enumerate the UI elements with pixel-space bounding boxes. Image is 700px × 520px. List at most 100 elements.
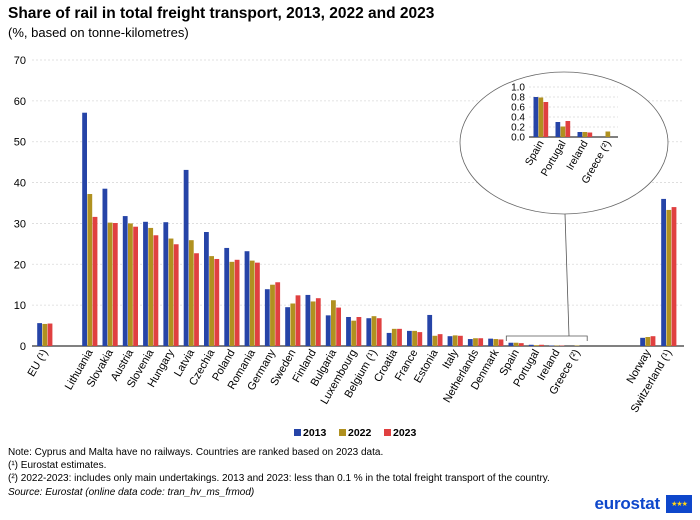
bar-2013 bbox=[102, 188, 108, 346]
inset-y-tick-label: 0.0 bbox=[511, 133, 525, 144]
y-tick-label: 40 bbox=[14, 178, 26, 190]
bar-2023 bbox=[356, 316, 362, 346]
bar-2013 bbox=[204, 232, 209, 346]
bar-2022 bbox=[371, 316, 377, 346]
bar-2013 bbox=[305, 294, 311, 346]
bar-2023 bbox=[650, 336, 656, 346]
bar-2022 bbox=[351, 320, 357, 346]
legend-label: 2022 bbox=[348, 427, 372, 439]
bar-2022 bbox=[666, 209, 672, 346]
bar-2023 bbox=[173, 244, 179, 346]
inset-bar-2023 bbox=[565, 121, 571, 137]
bar-2013 bbox=[661, 198, 666, 346]
legend-swatch bbox=[384, 429, 391, 436]
bar-2023 bbox=[376, 318, 382, 346]
bar-2022 bbox=[310, 301, 316, 346]
legend-label: 2023 bbox=[393, 427, 417, 439]
y-tick-label: 30 bbox=[14, 218, 26, 230]
legend-label: 2013 bbox=[303, 427, 327, 439]
bar-2013 bbox=[37, 323, 42, 346]
x-tick-label: Italy bbox=[441, 347, 462, 371]
bar-2022 bbox=[432, 335, 438, 346]
bar-2022 bbox=[473, 338, 478, 346]
y-tick-label: 60 bbox=[14, 96, 26, 108]
bar-2023 bbox=[437, 334, 443, 346]
inset-bar-2022 bbox=[582, 132, 588, 137]
logo-text: eurostat bbox=[594, 494, 661, 513]
chart-title: Share of rail in total freight transport… bbox=[8, 5, 435, 22]
bar-2022 bbox=[331, 300, 336, 346]
inset-bar-2022 bbox=[560, 126, 566, 137]
inset-bar-2013 bbox=[555, 122, 561, 137]
bar-2022 bbox=[452, 335, 458, 346]
inset-bar-2023 bbox=[587, 132, 593, 137]
chart-subtitle: (%, based on tonne-kilometres) bbox=[8, 25, 189, 40]
bar-2013 bbox=[143, 221, 148, 346]
bar-2023 bbox=[295, 295, 301, 346]
bar-2013 bbox=[183, 169, 189, 346]
bar-2013 bbox=[122, 216, 128, 346]
bar-2023 bbox=[417, 332, 423, 346]
bar-2013 bbox=[244, 251, 250, 346]
bar-2023 bbox=[133, 226, 138, 346]
y-tick-label: 0 bbox=[20, 341, 26, 353]
bar-2022 bbox=[270, 284, 275, 346]
bar-2022 bbox=[645, 337, 651, 346]
bar-2023 bbox=[234, 259, 240, 346]
bar-2023 bbox=[47, 323, 53, 346]
bar-2023 bbox=[671, 207, 677, 346]
note-line: Note: Cyprus and Malta have no railways.… bbox=[8, 447, 384, 458]
bar-2023 bbox=[458, 335, 463, 346]
bar-2022 bbox=[188, 240, 194, 346]
bar-2023 bbox=[397, 328, 402, 346]
bar-2022 bbox=[168, 238, 174, 346]
bar-2023 bbox=[539, 344, 544, 346]
bar-2022 bbox=[513, 342, 519, 346]
bar-2023 bbox=[112, 223, 118, 346]
inset-bar-2022 bbox=[538, 97, 544, 137]
bar-2022 bbox=[249, 260, 255, 346]
inset-y-tick-label: 0.6 bbox=[511, 103, 525, 114]
bar-2023 bbox=[315, 298, 321, 346]
bar-2022 bbox=[148, 227, 154, 346]
bar-2013 bbox=[346, 316, 351, 346]
bar-2013 bbox=[325, 315, 331, 346]
y-tick-label: 50 bbox=[14, 137, 26, 149]
bar-2013 bbox=[640, 337, 645, 346]
inset-bar-2013 bbox=[533, 97, 539, 137]
bar-2022 bbox=[290, 303, 296, 346]
bar-2023 bbox=[275, 282, 281, 346]
bar-2023 bbox=[153, 235, 159, 346]
bar-2022 bbox=[391, 328, 397, 346]
bar-2013 bbox=[224, 247, 230, 346]
bar-2022 bbox=[128, 223, 133, 346]
zoom-bracket bbox=[505, 335, 588, 341]
bar-2022 bbox=[412, 330, 417, 346]
bar-2023 bbox=[478, 338, 484, 346]
eurostat-logo[interactable]: eurostat ★★★ bbox=[595, 494, 692, 514]
inset-circle bbox=[459, 71, 669, 215]
note-line: (²) 2022-2023: includes only main undert… bbox=[8, 473, 550, 485]
bar-2023 bbox=[498, 339, 504, 346]
bar-2013 bbox=[447, 336, 453, 346]
legend-swatch bbox=[294, 429, 301, 436]
bar-2013 bbox=[386, 332, 392, 346]
bar-2013 bbox=[264, 289, 270, 346]
bar-2023 bbox=[214, 258, 220, 346]
bar-2013 bbox=[427, 314, 433, 346]
source-line: Source: Eurostat (online data code: tran… bbox=[8, 486, 255, 498]
inset-y-tick-label: 0.8 bbox=[511, 93, 525, 104]
inset-y-tick-label: 1.0 bbox=[511, 83, 525, 94]
y-tick-label: 20 bbox=[14, 259, 26, 271]
eu-flag-icon: ★★★ bbox=[666, 495, 692, 513]
inset-y-tick-label: 0.4 bbox=[511, 113, 525, 124]
inset-y-tick-label: 0.2 bbox=[511, 123, 525, 134]
inset-bar-2022 bbox=[605, 131, 611, 137]
bar-2022 bbox=[42, 323, 48, 346]
x-tick-label: EU (¹) bbox=[26, 348, 51, 379]
bar-2013 bbox=[366, 318, 372, 346]
zoom-connector bbox=[564, 213, 570, 337]
inset-bar-2013 bbox=[577, 132, 583, 137]
note-line: (¹) Eurostat estimates. bbox=[8, 460, 107, 472]
bar-2023 bbox=[336, 307, 341, 346]
